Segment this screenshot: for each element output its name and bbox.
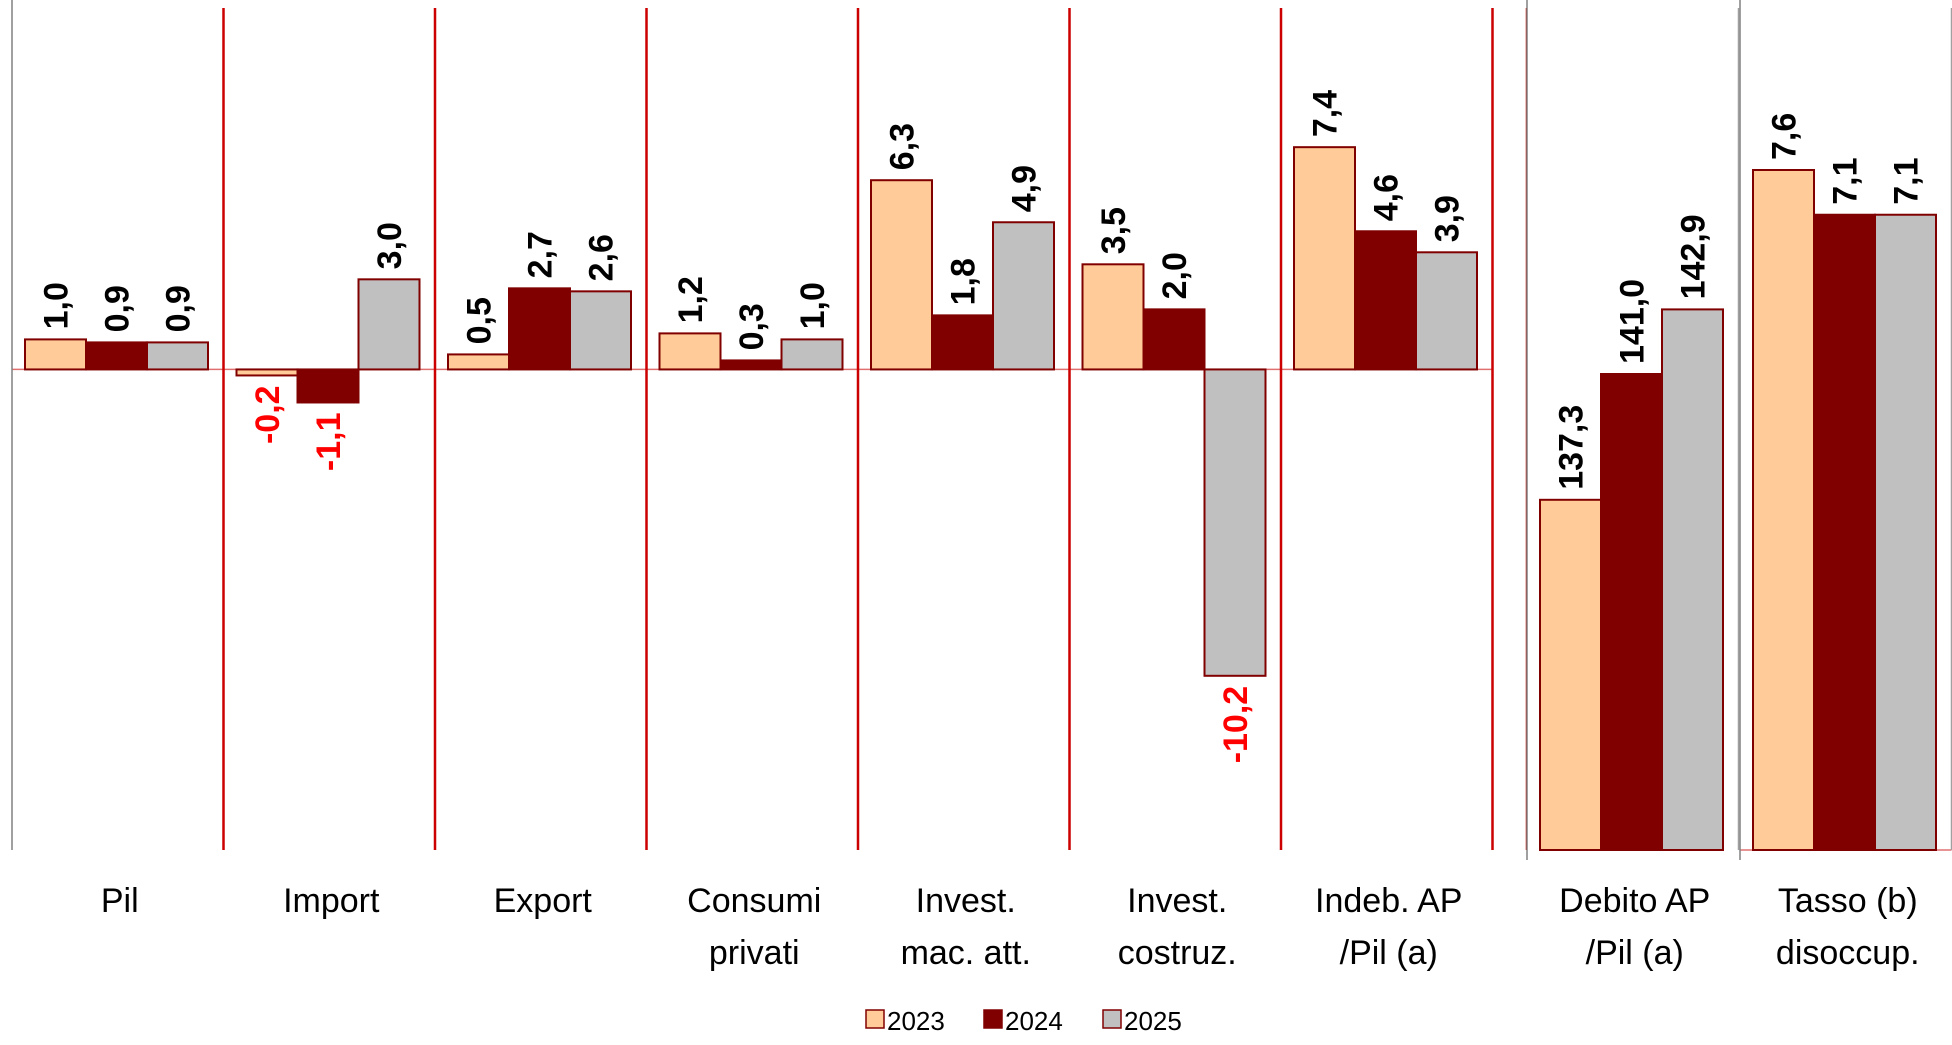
data-label: -1,1 <box>310 412 348 471</box>
data-label: 3,5 <box>1095 207 1133 254</box>
bar-2024 <box>1601 374 1662 850</box>
data-label: 1,0 <box>794 282 832 329</box>
bar-2024 <box>1814 215 1875 850</box>
category-label: costruz. <box>1118 934 1237 972</box>
data-label: 0,3 <box>733 303 771 350</box>
data-label: 4,6 <box>1368 174 1406 221</box>
bar-2025 <box>1416 252 1477 369</box>
bar-2024 <box>932 315 993 369</box>
legend-label: 2025 <box>1124 1006 1182 1036</box>
bar-2023 <box>1753 170 1814 850</box>
data-label: 7,1 <box>1827 157 1865 204</box>
data-label: 2,7 <box>522 231 560 278</box>
data-label: 1,0 <box>38 282 76 329</box>
data-label: 7,4 <box>1307 90 1345 137</box>
legend-swatch-2025 <box>1103 1010 1121 1028</box>
bar-2024 <box>721 360 782 369</box>
bar-2025 <box>570 291 631 369</box>
bar-2024 <box>298 369 359 402</box>
data-label: 1,2 <box>672 276 710 323</box>
data-label: 7,6 <box>1766 113 1804 160</box>
data-label: 141,0 <box>1614 279 1652 364</box>
bar-2024 <box>509 288 570 369</box>
category-label: Consumi <box>687 882 821 920</box>
bar-2024 <box>86 342 147 369</box>
bar-2023 <box>871 180 932 369</box>
category-label: Import <box>283 882 380 920</box>
data-label: 1,8 <box>945 258 983 305</box>
bar-2023 <box>1083 264 1144 369</box>
data-label: 3,0 <box>371 222 409 269</box>
category-label: Debito AP <box>1559 882 1710 920</box>
bar-2023 <box>1294 147 1355 369</box>
bar-2025 <box>359 279 420 369</box>
category-label: mac. att. <box>901 934 1031 972</box>
data-label: 0,5 <box>461 297 499 344</box>
bar-2025 <box>993 222 1054 369</box>
legend-label: 2023 <box>887 1006 945 1036</box>
bar-2023 <box>1540 500 1601 850</box>
data-label: 2,6 <box>583 234 621 281</box>
bar-2023 <box>237 369 298 375</box>
data-label: 7,1 <box>1888 157 1926 204</box>
data-label: 0,9 <box>160 285 198 332</box>
category-label: disoccup. <box>1776 934 1920 972</box>
category-label: Invest. <box>1127 882 1227 920</box>
bar-2025 <box>1662 309 1723 850</box>
bar-2025 <box>1875 215 1936 850</box>
data-label: 3,9 <box>1429 195 1467 242</box>
data-label: -10,2 <box>1217 686 1255 764</box>
bar-2023 <box>25 339 86 369</box>
data-label: 137,3 <box>1553 405 1591 490</box>
category-label: Indeb. AP <box>1315 882 1462 920</box>
category-label: Export <box>494 882 593 920</box>
bar-2025 <box>1205 369 1266 675</box>
data-label: 142,9 <box>1675 214 1713 299</box>
category-label: Invest. <box>916 882 1016 920</box>
bar-2025 <box>147 342 208 369</box>
category-label: privati <box>709 934 800 972</box>
data-label: 4,9 <box>1006 165 1044 212</box>
category-label: /Pil (a) <box>1340 934 1438 972</box>
data-label: 2,0 <box>1156 252 1194 299</box>
bar-2023 <box>448 354 509 369</box>
legend-swatch-2024 <box>984 1010 1002 1028</box>
bar-2024 <box>1144 309 1205 369</box>
legend-swatch-2023 <box>866 1010 884 1028</box>
bar-2023 <box>660 333 721 369</box>
bar-2024 <box>1355 231 1416 369</box>
bar-2025 <box>782 339 843 369</box>
category-label: /Pil (a) <box>1586 934 1684 972</box>
data-label: -0,2 <box>249 385 287 444</box>
data-label: 0,9 <box>99 285 137 332</box>
category-label: Tasso (b) <box>1778 882 1918 920</box>
category-label: Pil <box>101 882 139 920</box>
legend-label: 2024 <box>1005 1006 1063 1036</box>
data-label: 6,3 <box>884 123 922 170</box>
